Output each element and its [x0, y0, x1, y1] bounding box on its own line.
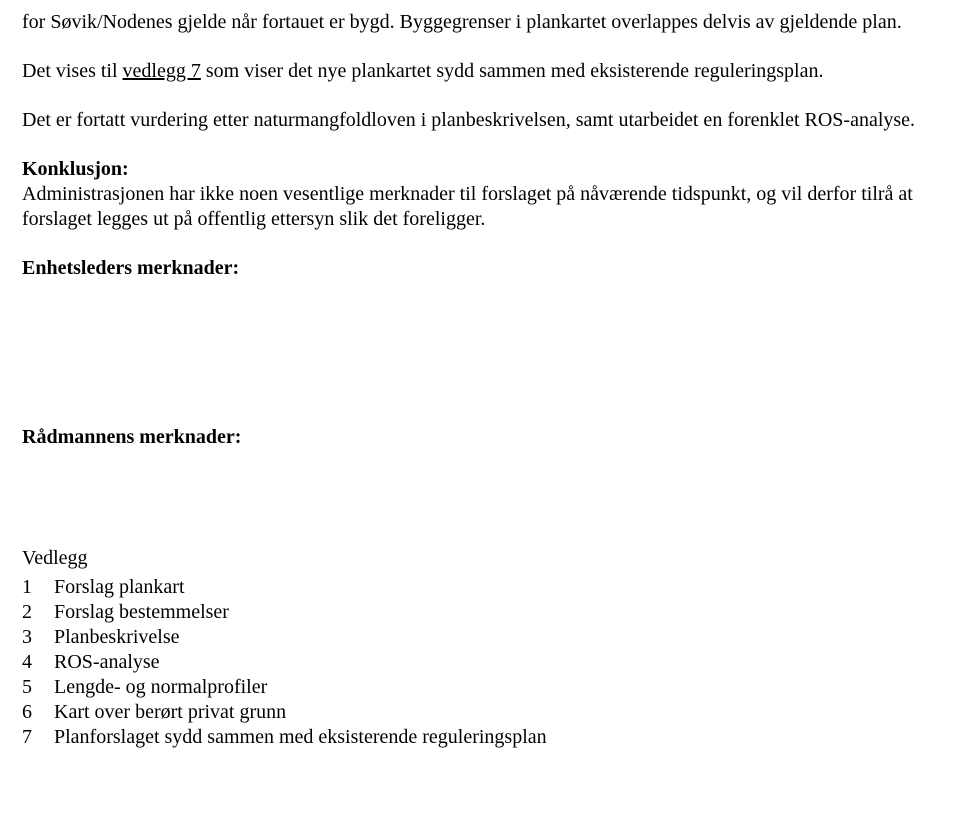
item-text: Planbeskrivelse [54, 625, 180, 650]
item-number: 7 [22, 725, 36, 750]
item-text: ROS-analyse [54, 650, 160, 675]
list-item: 5 Lengde- og normalprofiler [22, 675, 937, 700]
list-item: 6 Kart over berørt privat grunn [22, 700, 937, 725]
vedlegg-list: 1 Forslag plankart 2 Forslag bestemmelse… [22, 575, 937, 750]
paragraph-3: Det er fortatt vurdering etter naturmang… [22, 108, 937, 133]
paragraph-1: for Søvik/Nodenes gjelde når fortauet er… [22, 10, 937, 35]
item-text: Forslag bestemmelser [54, 600, 229, 625]
text: Det er fortatt vurdering etter naturmang… [22, 109, 915, 131]
item-text: Kart over berørt privat grunn [54, 700, 286, 725]
vedlegg-section: Vedlegg 1 Forslag plankart 2 Forslag bes… [22, 546, 937, 750]
item-number: 5 [22, 675, 36, 700]
text-after-link: som viser det nye plankartet sydd sammen… [201, 60, 824, 82]
enhetsleders-merknader-heading: Enhetsleders merknader: [22, 256, 937, 281]
item-number: 1 [22, 575, 36, 600]
paragraph-2: Det vises til vedlegg 7 som viser det ny… [22, 59, 937, 84]
list-item: 1 Forslag plankart [22, 575, 937, 600]
vedlegg-7-link[interactable]: vedlegg 7 [123, 60, 201, 82]
item-number: 4 [22, 650, 36, 675]
item-number: 6 [22, 700, 36, 725]
item-text: Planforslaget sydd sammen med eksisteren… [54, 725, 547, 750]
list-item: 2 Forslag bestemmelser [22, 600, 937, 625]
vedlegg-label: Vedlegg [22, 546, 937, 571]
spacer [22, 474, 937, 546]
list-item: 4 ROS-analyse [22, 650, 937, 675]
spacer [22, 305, 937, 425]
item-text: Lengde- og normalprofiler [54, 675, 267, 700]
radmannens-merknader-heading: Rådmannens merknader: [22, 425, 937, 450]
list-item: 3 Planbeskrivelse [22, 625, 937, 650]
list-item: 7 Planforslaget sydd sammen med eksister… [22, 725, 937, 750]
konklusjon-block: Konklusjon: Administrasjonen har ikke no… [22, 157, 937, 232]
item-number: 2 [22, 600, 36, 625]
konklusjon-heading: Konklusjon: [22, 158, 129, 180]
item-text: Forslag plankart [54, 575, 185, 600]
text: for Søvik/Nodenes gjelde når fortauet er… [22, 11, 902, 33]
item-number: 3 [22, 625, 36, 650]
text-before-link: Det vises til [22, 60, 123, 82]
konklusjon-body: Administrasjonen har ikke noen vesentlig… [22, 183, 913, 230]
